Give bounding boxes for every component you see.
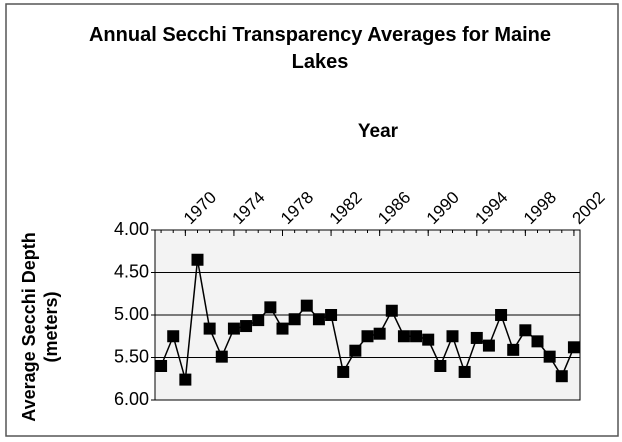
- y-axis-label: Average Secchi Depth (meters): [19, 232, 61, 422]
- x-tick-label: 1986: [374, 188, 414, 228]
- marker: [422, 333, 435, 346]
- x-tick-label: 1970: [180, 188, 220, 228]
- marker: [446, 330, 459, 343]
- marker: [203, 322, 216, 335]
- marker: [470, 331, 483, 344]
- marker: [567, 341, 580, 354]
- y-tick-label: 5.50: [114, 346, 149, 366]
- marker: [385, 304, 398, 317]
- marker: [458, 365, 471, 378]
- marker: [300, 299, 313, 312]
- y-tick-label: 6.00: [114, 389, 149, 409]
- marker: [543, 350, 556, 363]
- x-tick-label: 1998: [520, 188, 560, 228]
- marker: [373, 327, 386, 340]
- x-tick-label: 2002: [568, 188, 608, 228]
- x-tick-label: 1990: [423, 188, 463, 228]
- marker: [397, 330, 410, 343]
- marker: [410, 330, 423, 343]
- marker: [167, 330, 180, 343]
- marker: [519, 324, 532, 337]
- marker: [507, 343, 520, 356]
- marker: [179, 373, 192, 386]
- marker: [288, 313, 301, 326]
- x-axis-label: Year: [358, 121, 399, 142]
- marker: [240, 320, 253, 333]
- marker: [482, 339, 495, 352]
- frame: [5, 3, 619, 437]
- marker: [325, 309, 338, 321]
- marker: [264, 301, 277, 314]
- marker: [337, 365, 350, 378]
- marker: [215, 350, 228, 363]
- marker: [312, 313, 325, 326]
- marker: [155, 360, 168, 372]
- marker: [252, 314, 265, 327]
- x-tick-label: 1978: [277, 188, 317, 228]
- x-tick-label: 1982: [326, 188, 366, 228]
- marker: [191, 253, 204, 266]
- y-tick-label: 5.00: [114, 304, 149, 324]
- marker: [434, 360, 447, 372]
- marker: [531, 335, 544, 348]
- y-tick-label: 4.00: [114, 219, 149, 239]
- x-tick-label: 1994: [471, 188, 511, 228]
- marker: [227, 322, 240, 335]
- chart-title: Annual Secchi Transparency Averages for …: [88, 24, 552, 73]
- y-tick-label: 4.50: [114, 261, 149, 281]
- marker: [361, 330, 374, 343]
- marker: [495, 309, 508, 321]
- x-tick-label: 1974: [228, 188, 268, 228]
- marker: [349, 344, 362, 357]
- marker: [555, 370, 568, 383]
- marker: [276, 322, 289, 335]
